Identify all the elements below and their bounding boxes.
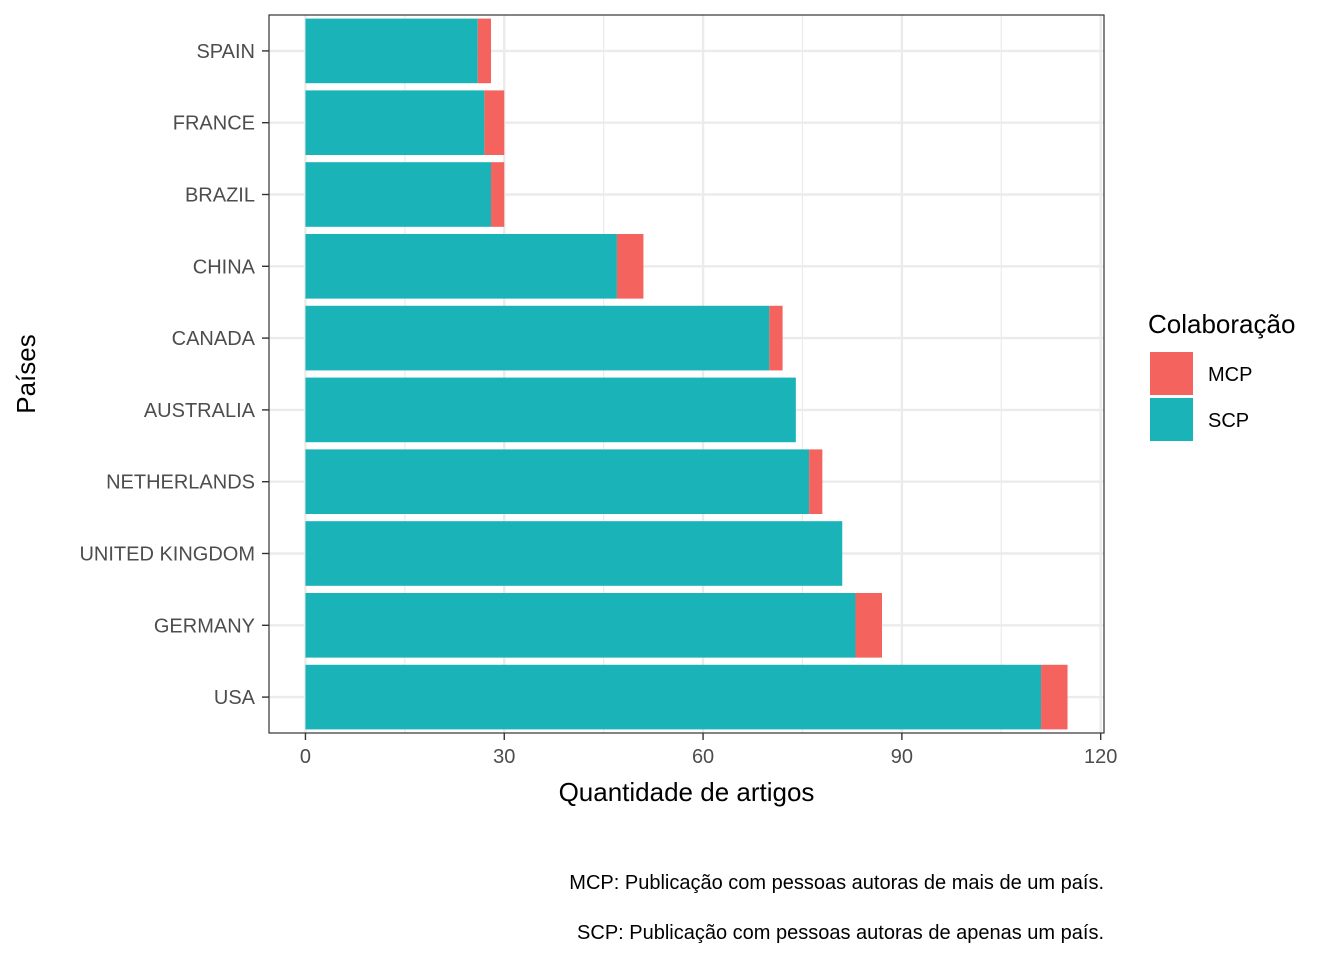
bar-scp (305, 521, 843, 586)
y-tick-label: UNITED KINGDOM (79, 544, 255, 566)
bar-scp (305, 305, 770, 371)
y-tick-label: FRANCE (173, 113, 255, 135)
bar-mcp (809, 449, 823, 515)
bar-scp (305, 90, 485, 156)
x-axis-title: Quantidade de artigos (559, 777, 815, 807)
bar-mcp (1041, 664, 1068, 730)
axes: USA GERMANY UNITED KINGDOM NETHERLANDS AUSTR… (79, 41, 1117, 768)
y-tick-label: USA (214, 687, 256, 709)
y-tick-label: CANADA (172, 328, 256, 350)
bar-mcp (484, 90, 505, 156)
bar-scp (305, 377, 796, 443)
bar-scp (305, 162, 492, 227)
bars (305, 18, 1068, 730)
bar-scp (305, 664, 1042, 730)
y-tick-label: BRAZIL (185, 185, 255, 207)
bar-mcp (477, 18, 492, 84)
y-axis-title: Países (11, 334, 41, 414)
caption-mcp: MCP: Publicação com pessoas autoras de m… (569, 872, 1104, 894)
bar-scp (305, 233, 617, 299)
bar-mcp (616, 233, 644, 299)
legend-key-mcp (1150, 352, 1193, 395)
legend-label-scp: SCP (1208, 410, 1249, 432)
legend-key-scp (1150, 398, 1193, 441)
caption-scp: SCP: Publicação com pessoas autoras de a… (577, 922, 1104, 944)
x-tick-label: 0 (300, 746, 311, 768)
bar-mcp (491, 162, 505, 227)
legend: Colaboração MCP SCP (1148, 309, 1295, 441)
y-tick-label: SPAIN (196, 41, 255, 63)
x-tick-label: 120 (1084, 746, 1117, 768)
y-tick-label: CHINA (193, 256, 256, 278)
x-tick-label: 60 (692, 746, 714, 768)
plot-panel-border (268, 14, 1105, 734)
bar-scp (305, 449, 810, 515)
bar-scp (305, 592, 856, 658)
x-tick-label: 30 (493, 746, 515, 768)
bar-mcp (855, 592, 882, 658)
y-tick-label: AUSTRALIA (144, 400, 256, 422)
legend-title: Colaboração (1148, 309, 1295, 339)
y-tick-label: NETHERLANDS (106, 472, 255, 494)
x-tick-label: 90 (891, 746, 913, 768)
bar-scp (305, 18, 478, 84)
legend-label-mcp: MCP (1208, 364, 1252, 386)
bar-mcp (769, 305, 783, 371)
y-tick-label: GERMANY (154, 615, 255, 637)
